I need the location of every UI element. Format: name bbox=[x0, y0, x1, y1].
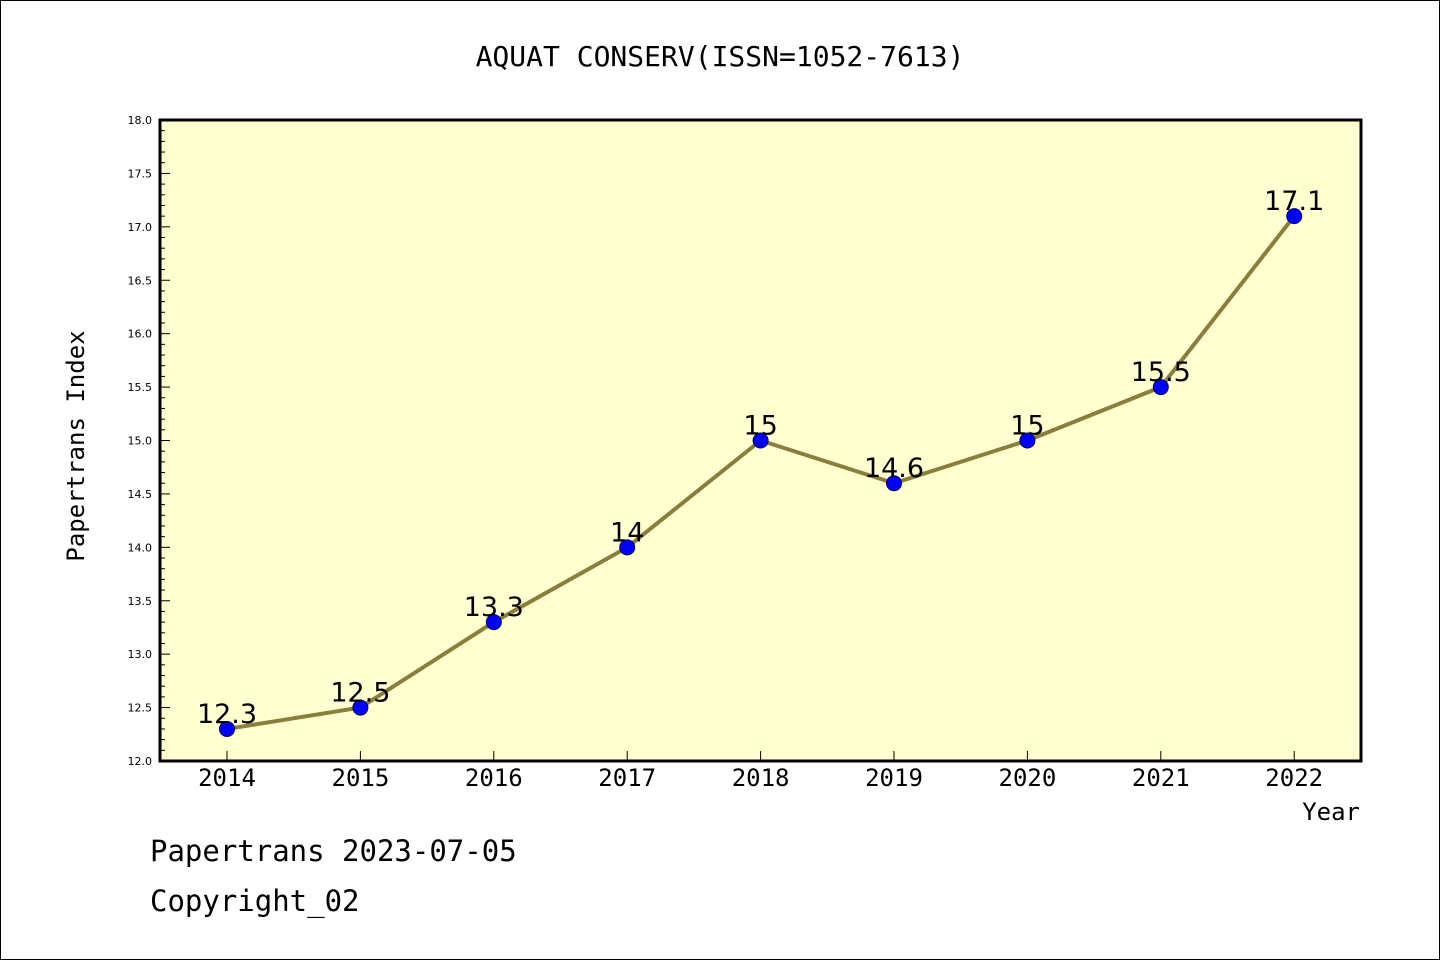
data-point bbox=[619, 539, 636, 556]
data-label-group: 12.3 12.5 13.3 14 15 14.6 15 15.5 17.1 bbox=[197, 186, 1324, 730]
data-point bbox=[352, 699, 369, 716]
data-label: 17.1 bbox=[1264, 186, 1324, 217]
data-point bbox=[1019, 432, 1036, 449]
footer-date-text: Papertrans 2023-07-05 bbox=[150, 834, 517, 868]
x-tick-label: 2014 bbox=[198, 764, 256, 792]
y-axis-ticks: 12.0 12.5 13.0 13.5 14.0 14.5 15.0 15.5 16.0 16.5… bbox=[128, 114, 170, 768]
x-axis-ticks: 2014 2015 2016 2017 2018 2019 2020 2021 2022 bbox=[198, 751, 1323, 792]
x-tick-label: 2019 bbox=[865, 764, 923, 792]
data-point bbox=[485, 614, 502, 631]
y-tick-label: 15.5 bbox=[128, 381, 153, 394]
data-label: 15.5 bbox=[1131, 357, 1191, 388]
data-label: 14.6 bbox=[864, 453, 924, 484]
data-label: 15 bbox=[1010, 411, 1044, 442]
y-tick-label: 13.5 bbox=[128, 595, 153, 608]
data-point bbox=[1152, 379, 1169, 396]
x-axis-label: Year bbox=[1302, 798, 1360, 826]
plot-border bbox=[158, 118, 1363, 763]
x-tick-label: 2018 bbox=[732, 764, 790, 792]
y-tick-label: 12.5 bbox=[128, 702, 153, 715]
data-point bbox=[1286, 208, 1303, 225]
data-label: 13.3 bbox=[464, 592, 524, 623]
y-tick-label: 15.0 bbox=[128, 435, 153, 448]
x-tick-label: 2017 bbox=[598, 764, 656, 792]
y-tick-label: 16.5 bbox=[128, 274, 153, 287]
y-tick-label: 14.0 bbox=[128, 541, 153, 554]
x-tick-label: 2021 bbox=[1132, 764, 1190, 792]
y-axis-label: Papertrans Index bbox=[62, 330, 90, 561]
series-group bbox=[219, 208, 1303, 737]
x-tick-label: 2015 bbox=[332, 764, 390, 792]
data-label: 12.5 bbox=[330, 678, 390, 709]
data-label: 12.3 bbox=[197, 699, 257, 730]
chart-title: AQUAT CONSERV(ISSN=1052-7613) bbox=[476, 40, 965, 73]
y-tick-label: 18.0 bbox=[128, 114, 153, 127]
x-tick-label: 2020 bbox=[999, 764, 1057, 792]
y-tick-label: 12.0 bbox=[128, 755, 153, 768]
y-tick-label: 14.5 bbox=[128, 488, 153, 501]
data-point bbox=[219, 720, 235, 737]
footer-copyright-text: Copyright_02 bbox=[150, 884, 360, 918]
y-tick-label: 13.0 bbox=[128, 648, 153, 661]
y-tick-label: 16.0 bbox=[128, 328, 153, 341]
data-label: 15 bbox=[743, 411, 777, 442]
x-tick-label: 2022 bbox=[1265, 764, 1323, 792]
data-label: 14 bbox=[610, 517, 644, 548]
x-tick-label: 2016 bbox=[465, 764, 523, 792]
y-tick-label: 17.0 bbox=[128, 221, 153, 234]
data-point bbox=[886, 475, 902, 492]
y-tick-label: 17.5 bbox=[128, 167, 153, 180]
data-point bbox=[752, 432, 769, 449]
